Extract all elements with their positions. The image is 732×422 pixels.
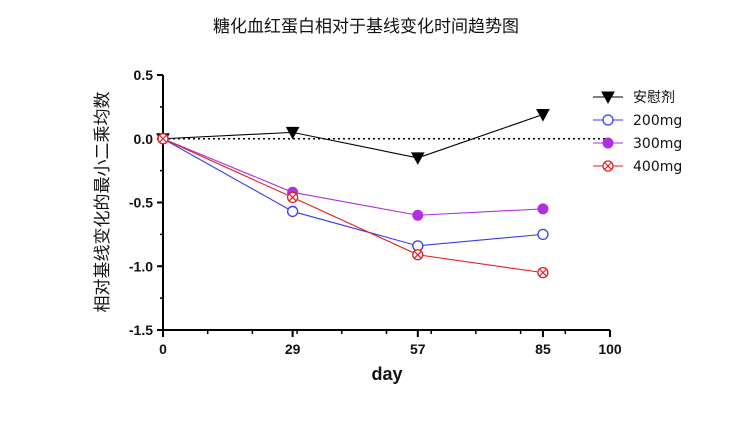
- data-point: [537, 266, 549, 279]
- series-line: [162, 138, 544, 247]
- marker-cross: [159, 134, 167, 143]
- series-line: [162, 138, 543, 216]
- data-point: [286, 205, 299, 218]
- data-point: [285, 126, 300, 140]
- plot-area: 0.5 0.0 -0.5 -1.0 -1.5 0 29 57 85 100: [129, 67, 622, 357]
- y-tick-label: -1.0: [129, 258, 153, 274]
- series-line: [162, 114, 544, 159]
- marker-cross: [413, 250, 422, 259]
- legend-label: 200mg: [633, 113, 682, 129]
- legend-marker: [602, 114, 614, 126]
- y-tick-label: -1.5: [129, 322, 153, 338]
- legend-label: 安慰剂: [633, 89, 675, 106]
- legend-label: 300mg: [633, 136, 682, 152]
- x-tick-label: 57: [410, 341, 426, 357]
- marker-cross: [604, 162, 612, 170]
- y-tick-label: -0.5: [129, 195, 153, 211]
- data-point: [286, 191, 299, 204]
- marker-cross: [539, 268, 547, 277]
- y-axis-title: 相对基线变化的最小二乘均数: [93, 92, 113, 313]
- data-point: [410, 152, 425, 165]
- data-point: [412, 249, 424, 261]
- data-point: [412, 209, 424, 221]
- data-point: [537, 228, 549, 241]
- x-tick-label: 29: [285, 341, 301, 357]
- data-point: [157, 133, 169, 145]
- x-tick-label: 85: [535, 341, 551, 357]
- data-point: [537, 203, 549, 215]
- x-tick-label: 100: [598, 341, 622, 357]
- legend-marker: [601, 91, 615, 105]
- x-tick-label: 0: [159, 341, 167, 357]
- legend: 安慰剂 200mg 300mg 400mg: [593, 89, 682, 175]
- chart-title: 糖化血红蛋白相对于基线变化时间趋势图: [213, 17, 519, 37]
- series-line: [162, 138, 544, 274]
- y-tick-label: 0.0: [134, 131, 154, 147]
- legend-label: 400mg: [633, 159, 682, 175]
- y-tick-label: 0.5: [134, 67, 154, 83]
- legend-marker: [602, 160, 614, 172]
- legend-marker: [602, 137, 614, 149]
- x-axis-title: day: [371, 364, 402, 384]
- data-point: [536, 109, 550, 122]
- marker-cross: [288, 193, 297, 202]
